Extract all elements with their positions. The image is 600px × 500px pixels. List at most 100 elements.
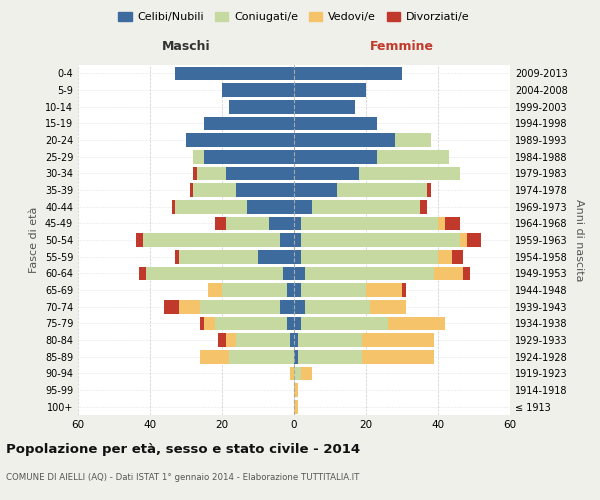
Bar bbox=[290, 333, 294, 347]
Bar bbox=[452, 250, 463, 264]
Bar bbox=[269, 216, 294, 230]
Bar bbox=[294, 400, 298, 413]
Bar bbox=[420, 200, 427, 213]
Bar bbox=[362, 333, 434, 347]
Bar bbox=[305, 300, 370, 314]
Bar bbox=[359, 166, 460, 180]
Bar bbox=[190, 183, 193, 197]
Bar bbox=[222, 283, 287, 297]
Bar bbox=[175, 200, 247, 213]
Bar bbox=[460, 233, 467, 247]
Bar bbox=[139, 266, 146, 280]
Bar bbox=[402, 283, 406, 297]
Bar bbox=[294, 283, 301, 297]
Bar bbox=[370, 300, 406, 314]
Text: Femmine: Femmine bbox=[370, 40, 434, 54]
Bar bbox=[200, 316, 204, 330]
Bar bbox=[301, 283, 366, 297]
Bar bbox=[438, 216, 445, 230]
Bar bbox=[193, 150, 204, 164]
Bar bbox=[301, 250, 438, 264]
Bar bbox=[294, 300, 305, 314]
Bar bbox=[204, 150, 294, 164]
Bar bbox=[287, 316, 294, 330]
Bar bbox=[186, 133, 294, 147]
Bar bbox=[236, 183, 294, 197]
Bar bbox=[146, 266, 283, 280]
Y-axis label: Fasce di età: Fasce di età bbox=[29, 207, 39, 273]
Text: Maschi: Maschi bbox=[161, 40, 211, 54]
Bar bbox=[229, 100, 294, 114]
Bar bbox=[294, 166, 359, 180]
Bar bbox=[294, 100, 355, 114]
Bar bbox=[172, 200, 175, 213]
Bar bbox=[179, 300, 200, 314]
Bar bbox=[395, 133, 431, 147]
Bar bbox=[215, 316, 287, 330]
Bar bbox=[294, 316, 301, 330]
Bar bbox=[467, 233, 481, 247]
Bar bbox=[294, 83, 366, 97]
Bar bbox=[193, 183, 236, 197]
Bar bbox=[388, 316, 445, 330]
Bar bbox=[301, 216, 438, 230]
Bar bbox=[229, 350, 294, 364]
Bar bbox=[366, 283, 402, 297]
Bar bbox=[175, 250, 179, 264]
Bar bbox=[258, 250, 294, 264]
Bar bbox=[301, 233, 460, 247]
Bar bbox=[200, 300, 280, 314]
Bar bbox=[312, 200, 420, 213]
Bar bbox=[298, 333, 362, 347]
Bar bbox=[143, 233, 280, 247]
Bar bbox=[294, 216, 301, 230]
Bar bbox=[226, 216, 269, 230]
Bar bbox=[215, 216, 226, 230]
Bar bbox=[377, 150, 449, 164]
Bar bbox=[445, 216, 460, 230]
Text: COMUNE DI AIELLI (AQ) - Dati ISTAT 1° gennaio 2014 - Elaborazione TUTTITALIA.IT: COMUNE DI AIELLI (AQ) - Dati ISTAT 1° ge… bbox=[6, 472, 359, 482]
Bar bbox=[305, 266, 434, 280]
Bar bbox=[294, 133, 395, 147]
Bar bbox=[280, 233, 294, 247]
Bar bbox=[294, 200, 312, 213]
Bar bbox=[193, 166, 197, 180]
Bar bbox=[463, 266, 470, 280]
Bar bbox=[298, 350, 362, 364]
Legend: Celibi/Nubili, Coniugati/e, Vedovi/e, Divorziati/e: Celibi/Nubili, Coniugati/e, Vedovi/e, Di… bbox=[114, 8, 474, 27]
Bar bbox=[294, 116, 377, 130]
Bar bbox=[287, 283, 294, 297]
Bar bbox=[294, 250, 301, 264]
Bar bbox=[204, 116, 294, 130]
Bar bbox=[283, 266, 294, 280]
Bar bbox=[222, 83, 294, 97]
Bar bbox=[200, 350, 229, 364]
Bar bbox=[175, 66, 294, 80]
Bar bbox=[226, 333, 236, 347]
Bar bbox=[294, 66, 402, 80]
Bar bbox=[136, 233, 143, 247]
Y-axis label: Anni di nascita: Anni di nascita bbox=[574, 198, 584, 281]
Bar bbox=[280, 300, 294, 314]
Bar bbox=[294, 366, 301, 380]
Bar bbox=[294, 266, 305, 280]
Bar bbox=[362, 350, 434, 364]
Bar bbox=[301, 366, 312, 380]
Bar bbox=[337, 183, 427, 197]
Text: Popolazione per età, sesso e stato civile - 2014: Popolazione per età, sesso e stato civil… bbox=[6, 442, 360, 456]
Bar bbox=[294, 150, 377, 164]
Bar bbox=[294, 383, 298, 397]
Bar bbox=[294, 233, 301, 247]
Bar bbox=[226, 166, 294, 180]
Bar bbox=[427, 183, 431, 197]
Bar bbox=[208, 283, 222, 297]
Bar bbox=[301, 316, 388, 330]
Bar bbox=[290, 366, 294, 380]
Bar bbox=[438, 250, 452, 264]
Bar bbox=[197, 166, 226, 180]
Bar bbox=[179, 250, 258, 264]
Bar bbox=[236, 333, 290, 347]
Bar bbox=[247, 200, 294, 213]
Bar bbox=[204, 316, 215, 330]
Bar bbox=[434, 266, 463, 280]
